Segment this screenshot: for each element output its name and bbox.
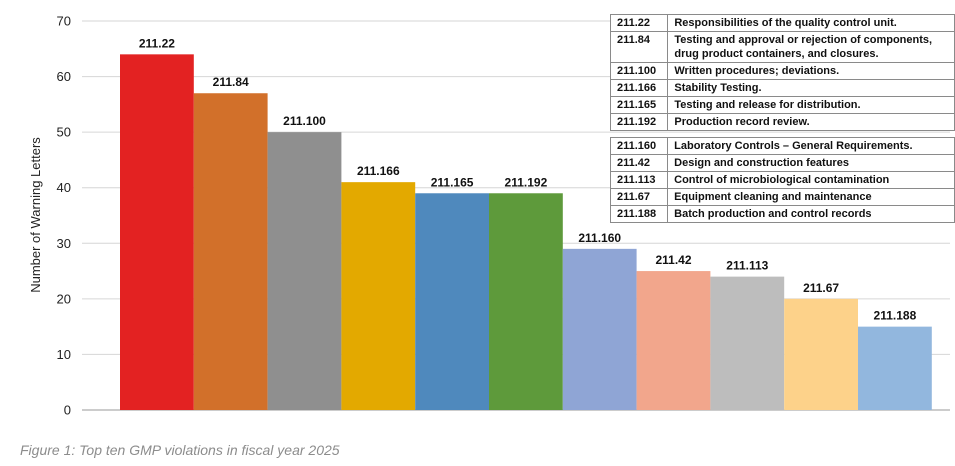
y-tick-label-50: 50 bbox=[57, 125, 71, 140]
bar-211-100 bbox=[267, 132, 342, 410]
bar-211-166 bbox=[341, 182, 416, 410]
bar-211-192 bbox=[489, 193, 563, 410]
bar-label-211-100: 211.100 bbox=[283, 114, 326, 128]
y-axis-title: Number of Warning Letters bbox=[28, 137, 43, 293]
y-tick-label-0: 0 bbox=[64, 403, 71, 418]
bar-labels: 211.22 211.84 211.100 211.166 211.165 211.192… bbox=[139, 36, 917, 322]
y-axis-ticks: 0 10 20 30 40 50 60 70 bbox=[57, 14, 71, 418]
y-tick-label-30: 30 bbox=[57, 236, 71, 251]
bar-label-211-42: 211.42 bbox=[655, 253, 691, 267]
bar-211-84 bbox=[193, 93, 268, 410]
bar-label-211-67: 211.67 bbox=[803, 281, 839, 295]
bar-211-165 bbox=[415, 193, 489, 410]
y-tick-label-60: 60 bbox=[57, 69, 71, 84]
y-tick-label-10: 10 bbox=[57, 347, 71, 362]
y-tick-label-20: 20 bbox=[57, 291, 71, 306]
bar-label-211-188: 211.188 bbox=[874, 309, 917, 323]
bars bbox=[120, 54, 932, 410]
bar-label-211-113: 211.113 bbox=[726, 259, 768, 273]
bar-211-160 bbox=[562, 248, 637, 410]
bar-211-67 bbox=[784, 298, 858, 410]
bar-211-42 bbox=[636, 271, 711, 410]
bar-label-211-166: 211.166 bbox=[357, 164, 400, 178]
bar-211-188 bbox=[858, 326, 932, 410]
bar-label-211-165: 211.165 bbox=[431, 175, 474, 189]
bar-label-211-192: 211.192 bbox=[505, 175, 548, 189]
figure-caption: Figure 1: Top ten GMP violations in fisc… bbox=[20, 442, 340, 458]
y-tick-label-70: 70 bbox=[57, 14, 71, 29]
y-tick-label-40: 40 bbox=[57, 180, 71, 195]
bar-label-211-22: 211.22 bbox=[139, 36, 175, 50]
bar-211-22 bbox=[120, 54, 194, 410]
bar-label-211-84: 211.84 bbox=[213, 75, 249, 89]
bar-211-113 bbox=[710, 276, 785, 410]
bar-label-211-160: 211.160 bbox=[578, 231, 621, 245]
